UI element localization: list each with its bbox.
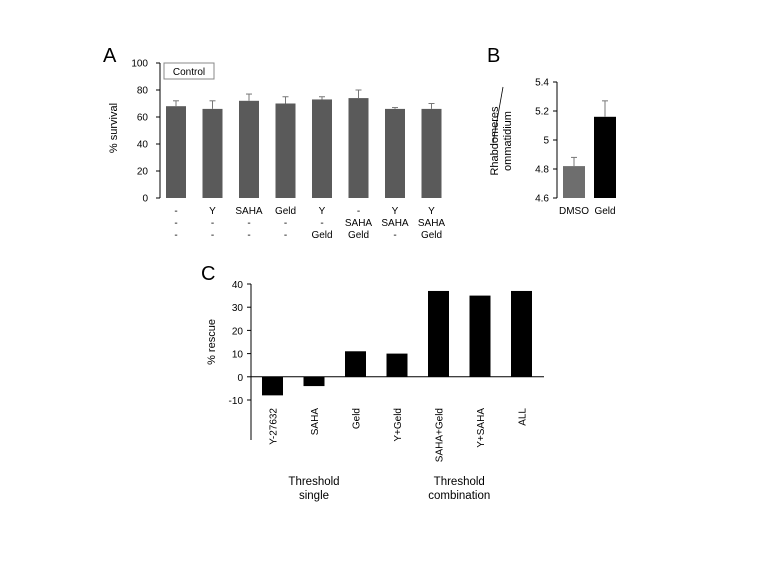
panel-letter-b: B — [487, 45, 500, 67]
panel-a-x-label: - — [211, 218, 214, 229]
panel-a-x-label: - — [393, 230, 396, 241]
panel-c-y-tick-label: 40 — [232, 280, 244, 291]
panel-a-x-label: SAHA — [235, 206, 263, 217]
panel-b-y-tick-label: 4.8 — [535, 165, 549, 176]
panel-a-x-label: Y — [392, 206, 399, 217]
panel-a-x-label: Y — [428, 206, 435, 217]
panel-c-bar — [303, 376, 325, 387]
panel-b-bar — [563, 166, 585, 198]
panel-c-bar — [428, 290, 449, 377]
panel-c-bar — [345, 351, 366, 377]
panel-a-x-label: Y — [209, 206, 216, 217]
panel-b-chart: Rhabdomeres ommatidium 4.6 4.8 5 5.2 5.4 DMS… — [489, 78, 616, 217]
panel-a-x-label: - — [247, 218, 250, 229]
panel-a-x-label: Geld — [421, 230, 442, 241]
panel-c-bar — [262, 376, 283, 396]
panel-a-x-label: - — [211, 230, 214, 241]
panel-a-y-tick-label: 20 — [137, 167, 149, 178]
panel-a-legend-box — [163, 62, 215, 80]
panel-a-x-label: - — [284, 218, 287, 229]
panel-b-bar — [594, 116, 616, 198]
panel-a-x-label: - — [320, 218, 323, 229]
panel-b-y-tick-label: 4.6 — [535, 194, 549, 205]
panel-c-y-tick-label: 20 — [232, 326, 244, 337]
panel-c-bar — [386, 353, 408, 377]
panel-c-group-label: single — [299, 490, 329, 502]
panel-c-bar — [511, 290, 532, 377]
panel-a-bar — [312, 99, 332, 198]
panel-a-x-label: - — [174, 206, 177, 217]
panel-b-y-axis-label-line-2: ommatidium — [502, 111, 514, 171]
panel-c-y-tick-label: -10 — [229, 396, 244, 407]
panel-a-x-label: - — [357, 206, 360, 217]
panel-a-x-label: - — [284, 230, 287, 241]
panel-a-y-tick-label: 100 — [131, 59, 148, 70]
panel-b-y-tick-label: 5.4 — [535, 78, 549, 89]
panel-a-x-label: SAHA — [345, 218, 373, 229]
panel-c-x-label: Y+SAHA — [476, 408, 487, 448]
panel-a-x-label: SAHA — [418, 218, 446, 229]
panel-b-y-tick-label: 5.2 — [535, 107, 549, 118]
panel-c-x-label: SAHA+Geld — [435, 408, 446, 462]
panel-a-legend-label: Control — [173, 67, 205, 78]
panel-c-y-axis-label: % rescue — [206, 319, 218, 365]
panel-c-x-label: ALL — [518, 408, 529, 426]
panel-b-y-tick-label: 5 — [543, 136, 549, 147]
panel-letter-a: A — [103, 45, 117, 67]
panel-c-x-label: Geld — [352, 408, 363, 429]
panel-a-x-label: - — [174, 218, 177, 229]
panel-a-y-tick-label: 40 — [137, 140, 149, 151]
panel-a-bar — [348, 98, 369, 198]
panel-a-bar — [421, 108, 442, 198]
panel-a-y-tick-label: 60 — [137, 113, 149, 124]
panel-a-bar — [239, 100, 259, 198]
panel-a-bar — [202, 108, 223, 198]
panel-b-x-label: Geld — [594, 206, 615, 217]
panel-a-x-label: Geld — [275, 206, 296, 217]
panel-a-x-label: - — [247, 230, 250, 241]
panel-b-y-axis-label-line-1: Rhabdomeres — [489, 106, 501, 176]
panel-a-y-axis-label: % survival — [108, 103, 120, 153]
panel-a-x-label: Geld — [348, 230, 369, 241]
panel-c-x-label: Y-27632 — [269, 408, 280, 445]
panel-a-x-label: - — [174, 230, 177, 241]
panel-a-bar — [166, 106, 186, 198]
panel-c-y-tick-label: 10 — [232, 350, 244, 361]
panel-a-y-tick-label: 80 — [137, 86, 149, 97]
panel-a-bar — [385, 108, 405, 198]
panel-a-x-label: SAHA — [381, 218, 409, 229]
panel-a-y-tick-label: 0 — [142, 194, 148, 205]
panel-c-x-label: Y+Geld — [393, 408, 404, 442]
panel-b-x-label: DMSO — [559, 206, 589, 217]
panel-c-group-label: Threshold — [288, 476, 339, 488]
panel-c-y-tick-label: 30 — [232, 303, 244, 314]
panel-b-y-axis-label-divider — [492, 86, 504, 144]
panel-a-x-label: Geld — [311, 230, 332, 241]
panel-c-chart: % rescue -10 0 10 20 30 40 Y-27632 SAHA Geld Y+G… — [206, 280, 544, 502]
panel-c-bar — [469, 295, 491, 377]
panel-c-y-tick-label: 0 — [237, 373, 243, 384]
panel-c-group-label: combination — [428, 490, 490, 502]
panel-letter-c: C — [201, 263, 215, 285]
panel-a-x-label: Y — [319, 206, 326, 217]
panel-a-bar — [275, 103, 296, 198]
panel-c-x-label: SAHA — [310, 408, 321, 436]
panel-c-group-label: Threshold — [434, 476, 485, 488]
